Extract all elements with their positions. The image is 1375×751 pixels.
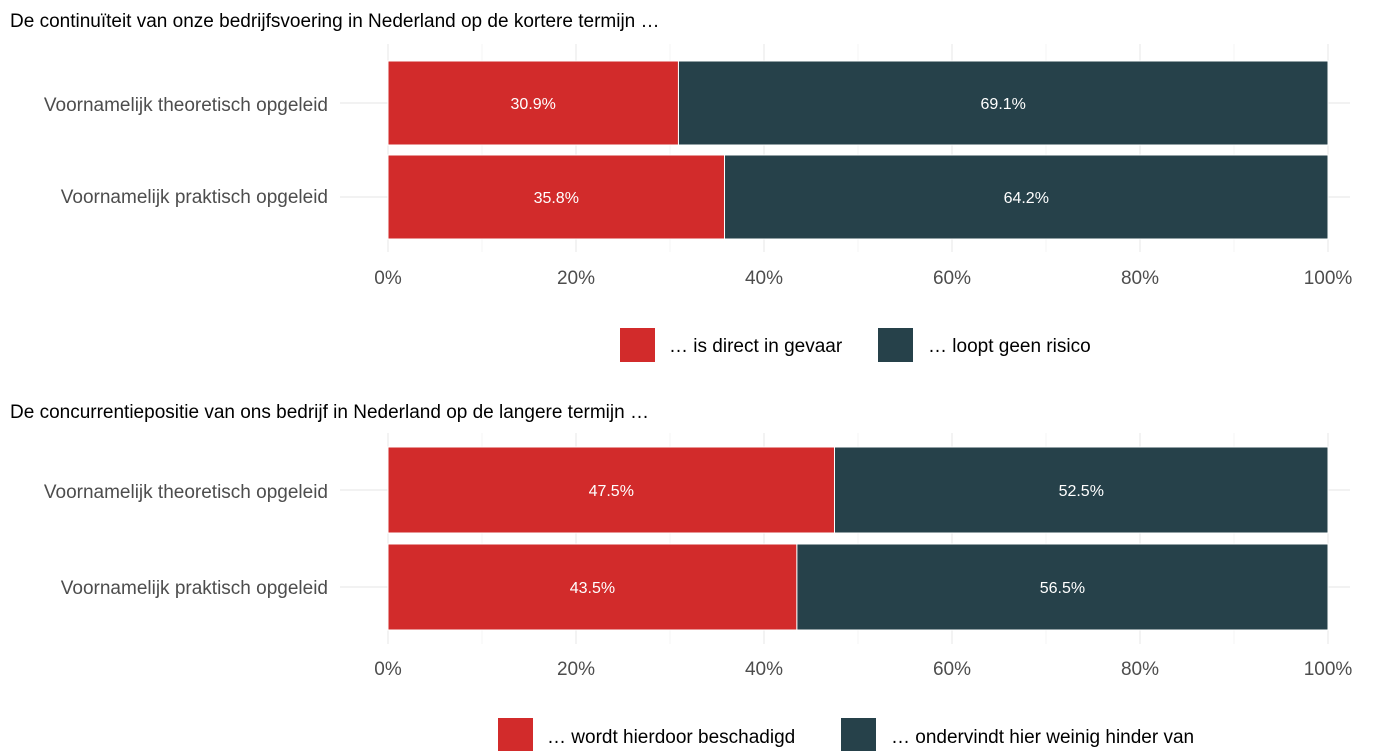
legend-label: … loopt geen risico	[928, 336, 1091, 357]
data-label: 35.8%	[534, 190, 579, 207]
chart-panel-competitiveness: De concurrentiepositie van ons bedrijf i…	[10, 402, 1352, 751]
bars	[387, 446, 1329, 631]
category-label: Voornamelijk theoretisch opgeleid	[44, 482, 328, 503]
data-label: 30.9%	[511, 96, 556, 113]
x-tick-label: 60%	[933, 268, 971, 289]
legend-label: … is direct in gevaar	[669, 336, 843, 357]
x-tick-label: 100%	[1304, 268, 1353, 289]
category-label: Voornamelijk praktisch opgeleid	[61, 187, 328, 208]
x-tick-label: 20%	[557, 659, 595, 680]
x-axis-ticks: 0% 20% 40% 60% 80% 100%	[374, 268, 1352, 289]
data-labels: 47.5% 52.5% 43.5% 56.5%	[570, 483, 1104, 597]
x-tick-label: 0%	[374, 268, 402, 289]
legend: … wordt hierdoor beschadigd … ondervindt…	[498, 718, 1194, 751]
legend-swatch-series1	[620, 328, 655, 362]
legend-label: … wordt hierdoor beschadigd	[547, 727, 795, 748]
category-label: Voornamelijk praktisch opgeleid	[61, 578, 328, 599]
x-tick-label: 20%	[557, 268, 595, 289]
bar-segment	[677, 60, 1329, 146]
data-labels: 30.9% 69.1% 35.8% 64.2%	[511, 96, 1049, 207]
data-label: 47.5%	[589, 483, 634, 500]
bar-segment	[796, 543, 1329, 631]
bar-segment	[387, 543, 798, 631]
bar-segment	[387, 154, 726, 240]
legend-swatch-series1	[498, 718, 533, 751]
legend-swatch-series2	[841, 718, 876, 751]
legend-label: … ondervindt hier weinig hinder van	[891, 727, 1194, 748]
category-label: Voornamelijk theoretisch opgeleid	[44, 95, 328, 116]
data-label: 64.2%	[1004, 190, 1049, 207]
chart-title: De concurrentiepositie van ons bedrijf i…	[10, 402, 649, 423]
bar-segment	[387, 60, 679, 146]
x-tick-label: 40%	[745, 268, 783, 289]
x-tick-label: 0%	[374, 659, 402, 680]
data-label: 69.1%	[981, 96, 1026, 113]
x-tick-label: 100%	[1304, 659, 1353, 680]
bar-segment	[834, 446, 1329, 534]
data-label: 56.5%	[1040, 580, 1085, 597]
bars	[387, 60, 1329, 240]
bar-segment	[724, 154, 1329, 240]
x-tick-label: 60%	[933, 659, 971, 680]
data-label: 43.5%	[570, 580, 615, 597]
legend: … is direct in gevaar … loopt geen risic…	[620, 328, 1091, 362]
legend-swatch-series2	[878, 328, 913, 362]
x-axis-ticks: 0% 20% 40% 60% 80% 100%	[374, 659, 1352, 680]
data-label: 52.5%	[1059, 483, 1104, 500]
chart-title: De continuïteit van onze bedrijfsvoering…	[10, 11, 660, 32]
x-tick-label: 80%	[1121, 659, 1159, 680]
chart-panel-continuity: De continuïteit van onze bedrijfsvoering…	[10, 11, 1352, 362]
x-tick-label: 40%	[745, 659, 783, 680]
x-tick-label: 80%	[1121, 268, 1159, 289]
bar-segment	[387, 446, 835, 534]
